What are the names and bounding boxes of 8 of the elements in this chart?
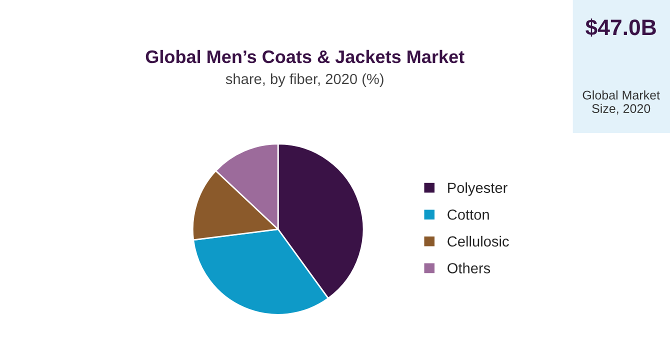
- text: $47.0B: [586, 18, 656, 37]
- legend-label: Cotton: [448, 209, 489, 220]
- legend-label: Cellulosic: [448, 236, 509, 247]
- chart-title: Global Men’s Coats & Jackets Market: [146, 50, 464, 64]
- legend-label: Others: [448, 262, 490, 274]
- chart-subtitle: share, by fiber, 2020 (%): [226, 73, 384, 88]
- legend-label: Polyester: [448, 182, 508, 196]
- text: Global Market Size, 2020: [582, 90, 660, 115]
